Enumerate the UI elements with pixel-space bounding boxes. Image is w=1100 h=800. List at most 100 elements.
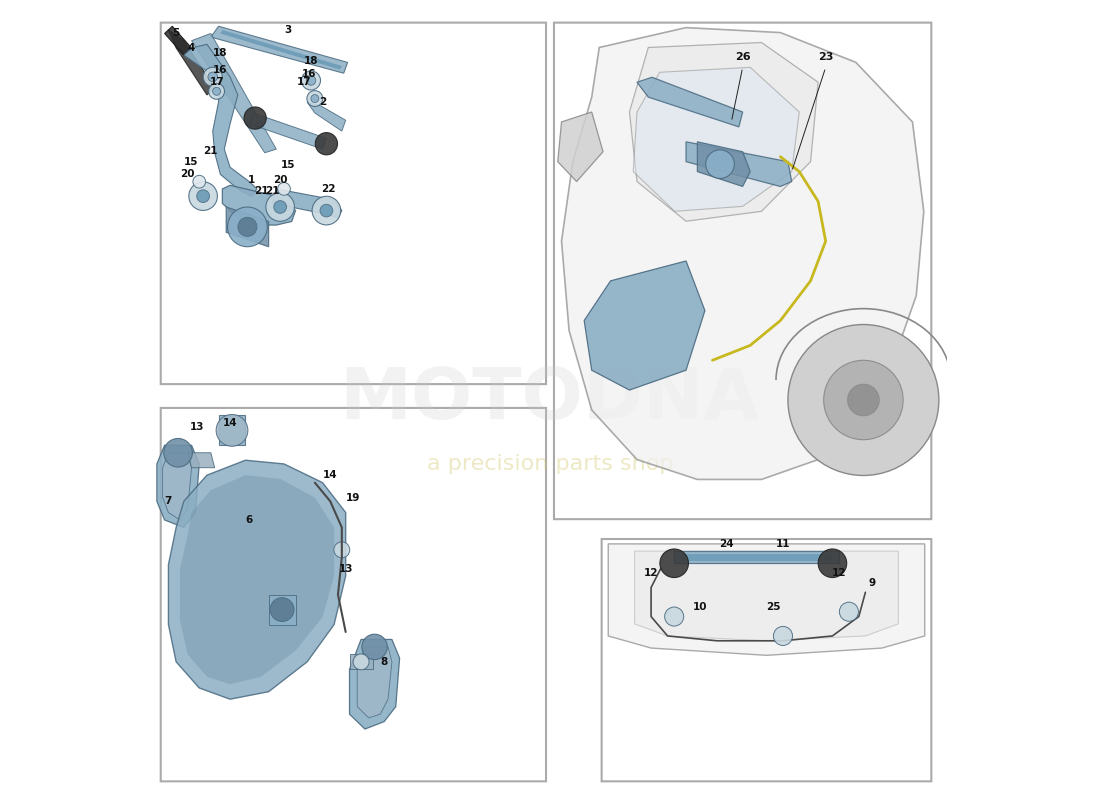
Polygon shape xyxy=(637,78,743,127)
Circle shape xyxy=(244,107,266,129)
Polygon shape xyxy=(227,207,268,246)
Circle shape xyxy=(301,71,320,90)
Polygon shape xyxy=(350,639,399,729)
FancyBboxPatch shape xyxy=(161,408,546,782)
Polygon shape xyxy=(584,261,705,390)
Polygon shape xyxy=(635,551,899,641)
Text: 18: 18 xyxy=(213,48,228,58)
Circle shape xyxy=(362,634,387,660)
Circle shape xyxy=(238,218,257,237)
Polygon shape xyxy=(681,554,833,561)
Text: 23: 23 xyxy=(818,52,834,62)
Circle shape xyxy=(274,201,286,214)
Text: 16: 16 xyxy=(301,69,317,79)
Text: 2: 2 xyxy=(319,97,327,107)
Polygon shape xyxy=(220,30,342,70)
Text: 17: 17 xyxy=(297,78,311,87)
Text: 3: 3 xyxy=(284,25,292,35)
Circle shape xyxy=(208,72,218,82)
Circle shape xyxy=(706,150,735,178)
Text: 13: 13 xyxy=(339,563,353,574)
Polygon shape xyxy=(184,44,257,196)
Circle shape xyxy=(847,384,879,416)
Text: 10: 10 xyxy=(693,602,707,612)
Polygon shape xyxy=(168,460,345,699)
Polygon shape xyxy=(629,42,818,222)
Polygon shape xyxy=(558,112,603,182)
Text: 6: 6 xyxy=(245,515,253,525)
Polygon shape xyxy=(219,415,245,446)
Text: 11: 11 xyxy=(776,539,790,549)
Polygon shape xyxy=(191,34,276,153)
Text: 14: 14 xyxy=(223,418,238,428)
Polygon shape xyxy=(250,113,327,149)
Circle shape xyxy=(818,549,847,578)
Polygon shape xyxy=(307,102,345,131)
Polygon shape xyxy=(686,142,792,186)
Polygon shape xyxy=(268,594,296,625)
Text: 24: 24 xyxy=(719,539,734,549)
Circle shape xyxy=(311,94,319,102)
Circle shape xyxy=(212,87,221,95)
FancyBboxPatch shape xyxy=(554,22,932,519)
Text: 20: 20 xyxy=(180,170,195,179)
Text: 15: 15 xyxy=(185,157,199,167)
Text: 20: 20 xyxy=(273,175,287,185)
FancyBboxPatch shape xyxy=(602,539,932,782)
Polygon shape xyxy=(180,475,334,684)
Text: 22: 22 xyxy=(321,184,336,194)
Text: 13: 13 xyxy=(190,422,205,432)
Text: 5: 5 xyxy=(173,29,179,38)
Circle shape xyxy=(164,438,192,467)
Polygon shape xyxy=(165,26,191,55)
Text: 21: 21 xyxy=(265,186,279,196)
Text: 14: 14 xyxy=(323,470,338,480)
Polygon shape xyxy=(561,28,924,479)
Polygon shape xyxy=(273,189,342,218)
Circle shape xyxy=(306,76,316,86)
Text: 9: 9 xyxy=(868,578,876,588)
Circle shape xyxy=(277,182,290,195)
Polygon shape xyxy=(211,26,348,74)
Circle shape xyxy=(197,190,209,202)
Circle shape xyxy=(204,67,222,86)
Circle shape xyxy=(824,360,903,440)
Polygon shape xyxy=(188,453,214,468)
Polygon shape xyxy=(634,67,800,211)
Polygon shape xyxy=(350,654,373,670)
Text: a precision parts shop: a precision parts shop xyxy=(427,454,673,474)
Circle shape xyxy=(334,542,350,558)
Polygon shape xyxy=(674,551,839,563)
Polygon shape xyxy=(697,142,750,186)
Circle shape xyxy=(788,325,939,475)
Polygon shape xyxy=(157,446,199,527)
Circle shape xyxy=(839,602,858,622)
Circle shape xyxy=(228,207,267,246)
Circle shape xyxy=(271,598,294,622)
Text: 4: 4 xyxy=(188,43,195,53)
Polygon shape xyxy=(358,647,392,718)
Circle shape xyxy=(307,90,322,106)
Circle shape xyxy=(316,133,338,155)
Polygon shape xyxy=(608,544,925,655)
Text: 7: 7 xyxy=(165,496,172,506)
Polygon shape xyxy=(168,30,214,95)
Circle shape xyxy=(209,83,224,99)
FancyBboxPatch shape xyxy=(161,22,546,384)
Circle shape xyxy=(660,549,689,578)
Circle shape xyxy=(192,175,206,188)
Circle shape xyxy=(664,607,684,626)
Circle shape xyxy=(216,414,248,446)
Text: 8: 8 xyxy=(381,657,388,667)
Text: 17: 17 xyxy=(210,77,224,86)
Circle shape xyxy=(312,196,341,225)
Circle shape xyxy=(266,193,295,222)
Text: 16: 16 xyxy=(213,65,228,74)
Circle shape xyxy=(189,182,218,210)
Text: MOTODNA: MOTODNA xyxy=(340,366,760,434)
Text: 12: 12 xyxy=(832,568,846,578)
Circle shape xyxy=(320,204,333,217)
Text: 26: 26 xyxy=(735,52,750,62)
Polygon shape xyxy=(163,453,191,520)
Text: 21: 21 xyxy=(204,146,218,156)
